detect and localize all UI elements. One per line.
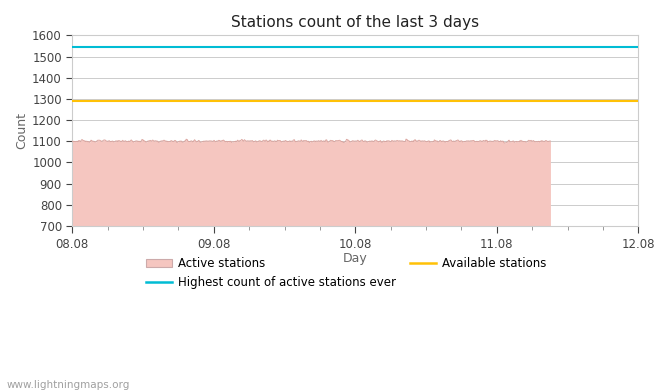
Title: Stations count of the last 3 days: Stations count of the last 3 days	[231, 15, 479, 30]
Legend: Active stations, Highest count of active stations ever, Available stations: Active stations, Highest count of active…	[146, 257, 547, 289]
Y-axis label: Count: Count	[15, 112, 28, 149]
X-axis label: Day: Day	[343, 252, 368, 265]
Text: www.lightningmaps.org: www.lightningmaps.org	[7, 380, 130, 390]
